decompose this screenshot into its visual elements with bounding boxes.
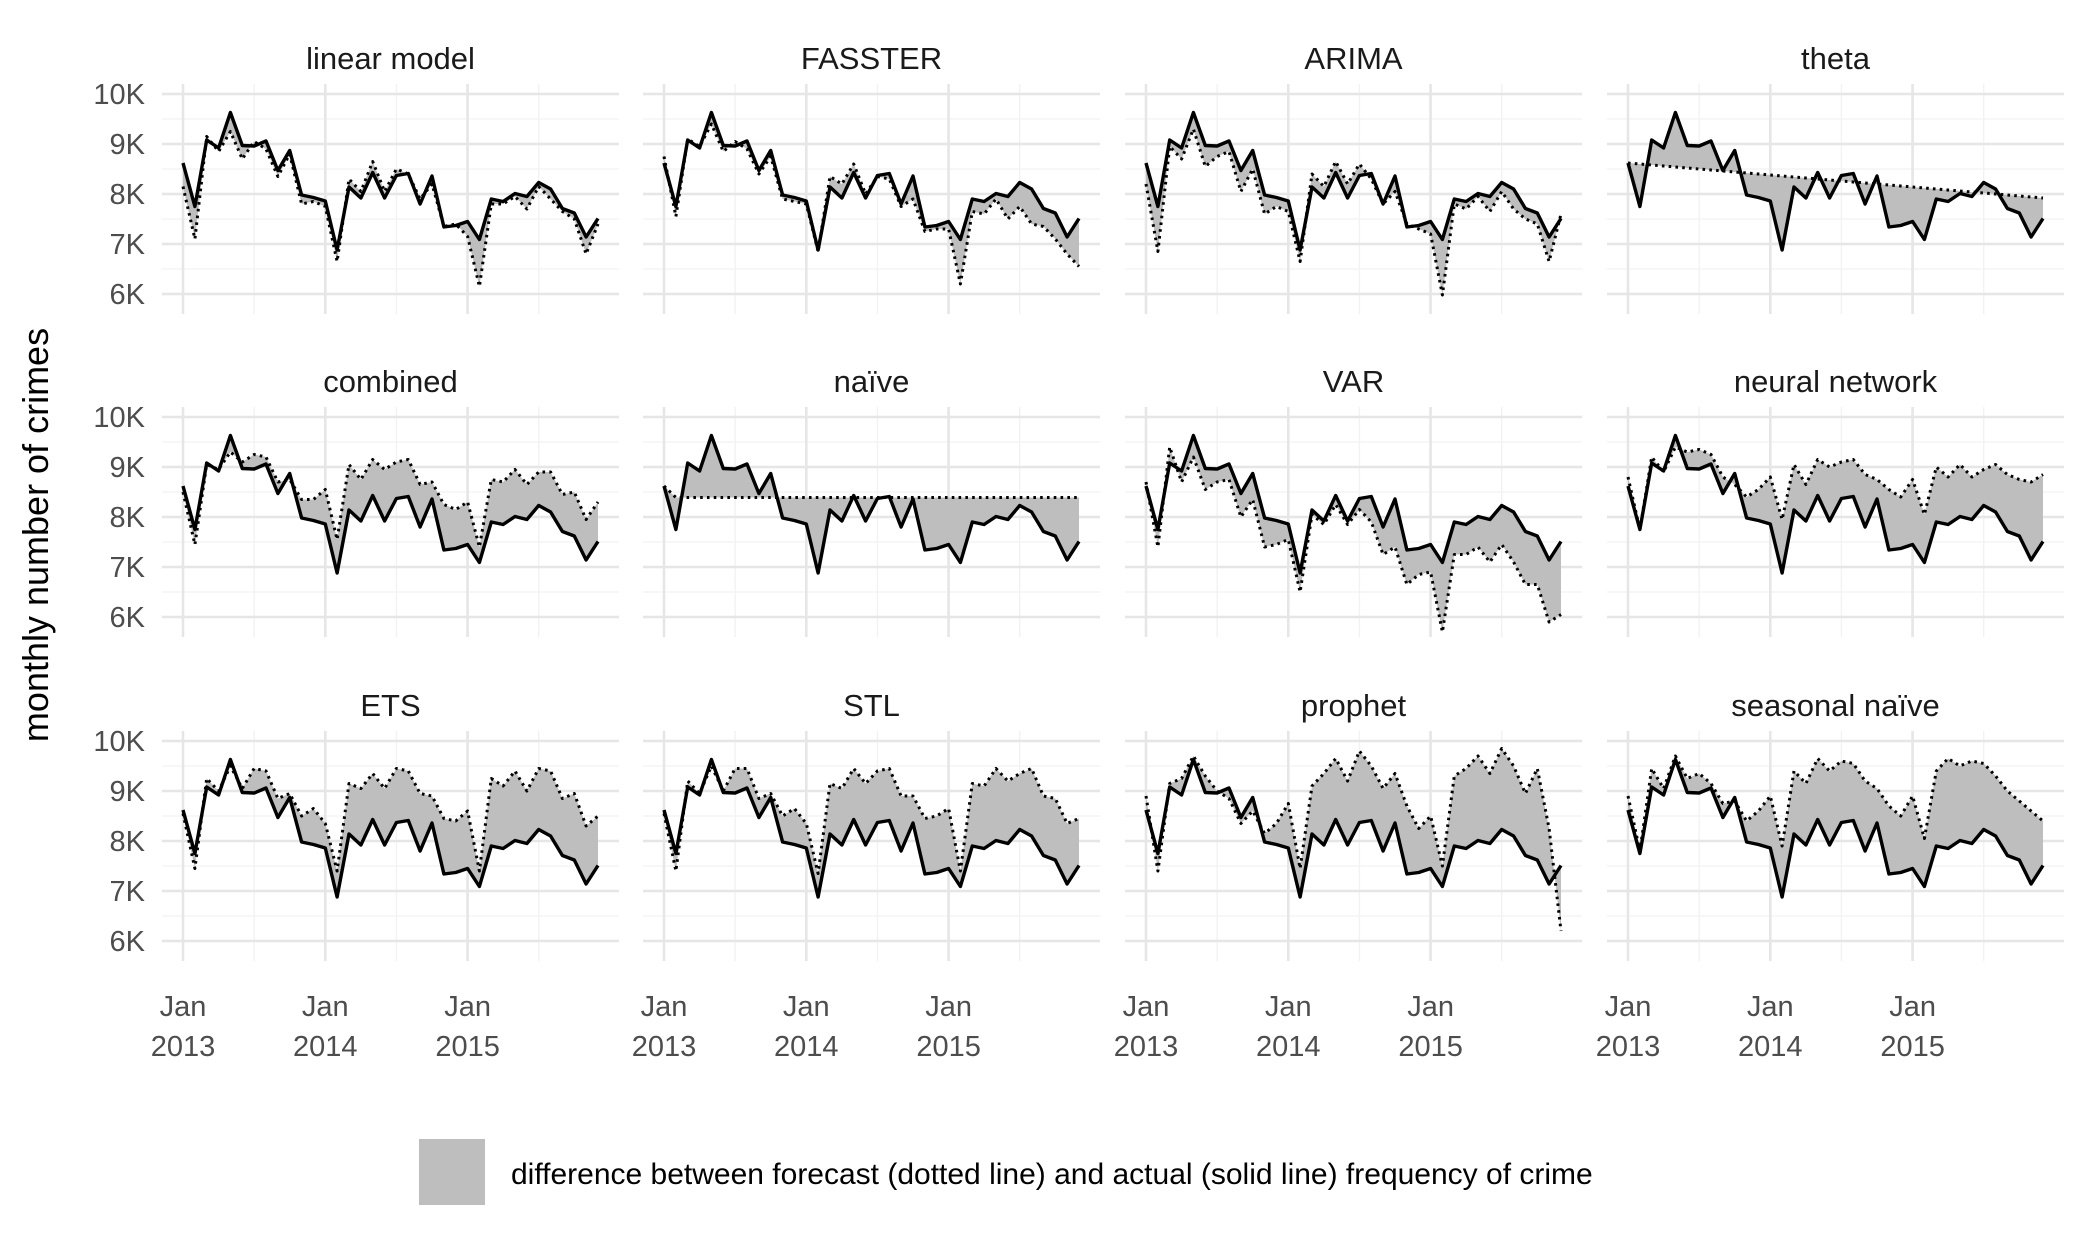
x-tick-label: Jan 2013 bbox=[151, 991, 216, 1063]
panel-title: neural network bbox=[1734, 364, 1938, 399]
difference-area bbox=[1146, 112, 1561, 295]
y-tick-label: 9K bbox=[110, 129, 146, 161]
y-tick-label: 9K bbox=[110, 776, 146, 808]
actual-line bbox=[662, 757, 1081, 899]
panel-naive: naïve bbox=[643, 364, 1100, 637]
difference-area bbox=[1628, 756, 2043, 897]
panel-title: seasonal naïve bbox=[1731, 688, 1940, 723]
difference-area bbox=[183, 112, 598, 287]
x-tick-label: Jan 2014 bbox=[293, 991, 358, 1063]
panel-title: theta bbox=[1801, 41, 1871, 76]
actual-line bbox=[181, 757, 600, 899]
grid bbox=[1607, 407, 2064, 637]
difference-area bbox=[1628, 112, 2043, 250]
y-tick-label: 10K bbox=[93, 79, 145, 111]
panel-title: ETS bbox=[360, 688, 420, 723]
y-tick-label: 9K bbox=[110, 452, 146, 484]
difference-area bbox=[664, 435, 1079, 573]
difference-area bbox=[1146, 748, 1561, 931]
actual-line bbox=[181, 433, 600, 575]
legend-swatch bbox=[419, 1139, 485, 1205]
panel-title: VAR bbox=[1323, 364, 1384, 399]
difference-area bbox=[183, 759, 598, 897]
panel-seasonal-naive: seasonal naïve Jan 2013 Jan 2014 Jan 2015 bbox=[1596, 688, 2064, 1063]
y-tick-label: 7K bbox=[110, 876, 146, 908]
panels: linear model 10K 9K 8K 7K 6K FASSTER ARIMA theta… bbox=[93, 41, 2064, 1063]
panel-ets: ETS 10K 9K 8K 7K 6K Jan 2013 Jan 2014 Jan 2015 bbox=[93, 688, 619, 1063]
y-tick-label: 6K bbox=[110, 279, 146, 311]
panel-title: naïve bbox=[834, 364, 910, 399]
x-tick-label: Jan 2014 bbox=[1256, 991, 1321, 1063]
panel-title: combined bbox=[323, 364, 457, 399]
y-tick-label: 6K bbox=[110, 926, 146, 958]
difference-area bbox=[183, 435, 598, 573]
actual-line bbox=[1626, 433, 2045, 575]
y-tick-label: 8K bbox=[110, 826, 146, 858]
legend: difference between forecast (dotted line… bbox=[419, 1139, 1593, 1205]
actual-line bbox=[1144, 757, 1563, 899]
panel-arima: ARIMA bbox=[1125, 41, 1582, 314]
x-tick-label: Jan 2013 bbox=[632, 991, 697, 1063]
panel-combined: combined 10K 9K 8K 7K 6K bbox=[93, 364, 619, 637]
actual-line bbox=[1144, 110, 1563, 252]
forecast-line bbox=[181, 130, 600, 288]
y-tick-label: 7K bbox=[110, 229, 146, 261]
y-tick-label: 7K bbox=[110, 552, 146, 584]
actual-line bbox=[1144, 433, 1563, 575]
panel-stl: STL Jan 2013 Jan 2014 Jan 2015 bbox=[632, 688, 1100, 1063]
y-tick-label: 10K bbox=[93, 726, 145, 758]
y-tick-label: 10K bbox=[93, 402, 145, 434]
difference-area bbox=[1146, 435, 1561, 632]
x-tick-label: Jan 2015 bbox=[435, 991, 500, 1063]
y-tick-label: 8K bbox=[110, 502, 146, 534]
forecast-line bbox=[181, 450, 600, 549]
forecast-line bbox=[662, 484, 1079, 499]
forecast-line bbox=[1626, 445, 2044, 531]
panel-title: prophet bbox=[1301, 688, 1407, 723]
grid bbox=[643, 84, 1100, 314]
actual-line bbox=[662, 433, 1081, 575]
x-tick-label: Jan 2015 bbox=[916, 991, 981, 1063]
x-tick-label: Jan 2013 bbox=[1596, 991, 1661, 1063]
y-tick-label: 6K bbox=[110, 602, 146, 634]
panel-fasster: FASSTER bbox=[643, 41, 1100, 314]
panel-title: FASSTER bbox=[801, 41, 942, 76]
panel-var: VAR bbox=[1125, 364, 1582, 637]
actual-line bbox=[1626, 757, 2045, 899]
x-tick-label: Jan 2014 bbox=[1738, 991, 1803, 1063]
x-tick-label: Jan 2014 bbox=[774, 991, 839, 1063]
difference-area bbox=[1628, 435, 2043, 573]
forecast-line bbox=[1144, 445, 1562, 634]
x-tick-label: Jan 2015 bbox=[1880, 991, 1945, 1063]
panel-title: linear model bbox=[306, 41, 475, 76]
actual-line bbox=[662, 110, 1081, 252]
panel-theta: theta bbox=[1607, 41, 2064, 314]
forecast-line bbox=[1627, 161, 2044, 200]
panel-neural-network: neural network bbox=[1607, 364, 2064, 637]
y-axis-label: monthly number of crimes bbox=[15, 328, 56, 742]
x-tick-label: Jan 2013 bbox=[1114, 991, 1179, 1063]
forecast-line bbox=[1144, 127, 1563, 297]
grid bbox=[162, 84, 619, 314]
forecast-line bbox=[1626, 754, 2044, 853]
panel-prophet: prophet Jan 2013 Jan 2014 Jan 2015 bbox=[1114, 688, 1582, 1063]
forecast-line bbox=[662, 764, 1080, 875]
legend-label: difference between forecast (dotted line… bbox=[511, 1158, 1593, 1191]
y-tick-label: 8K bbox=[110, 179, 146, 211]
difference-area bbox=[664, 112, 1079, 284]
grid bbox=[1607, 731, 2064, 961]
panel-linear-model: linear model 10K 9K 8K 7K 6K bbox=[93, 41, 619, 314]
actual-line bbox=[1626, 110, 2045, 252]
x-tick-label: Jan 2015 bbox=[1398, 991, 1463, 1063]
panel-title: STL bbox=[843, 688, 900, 723]
panel-title: ARIMA bbox=[1304, 41, 1403, 76]
difference-area bbox=[664, 759, 1079, 897]
